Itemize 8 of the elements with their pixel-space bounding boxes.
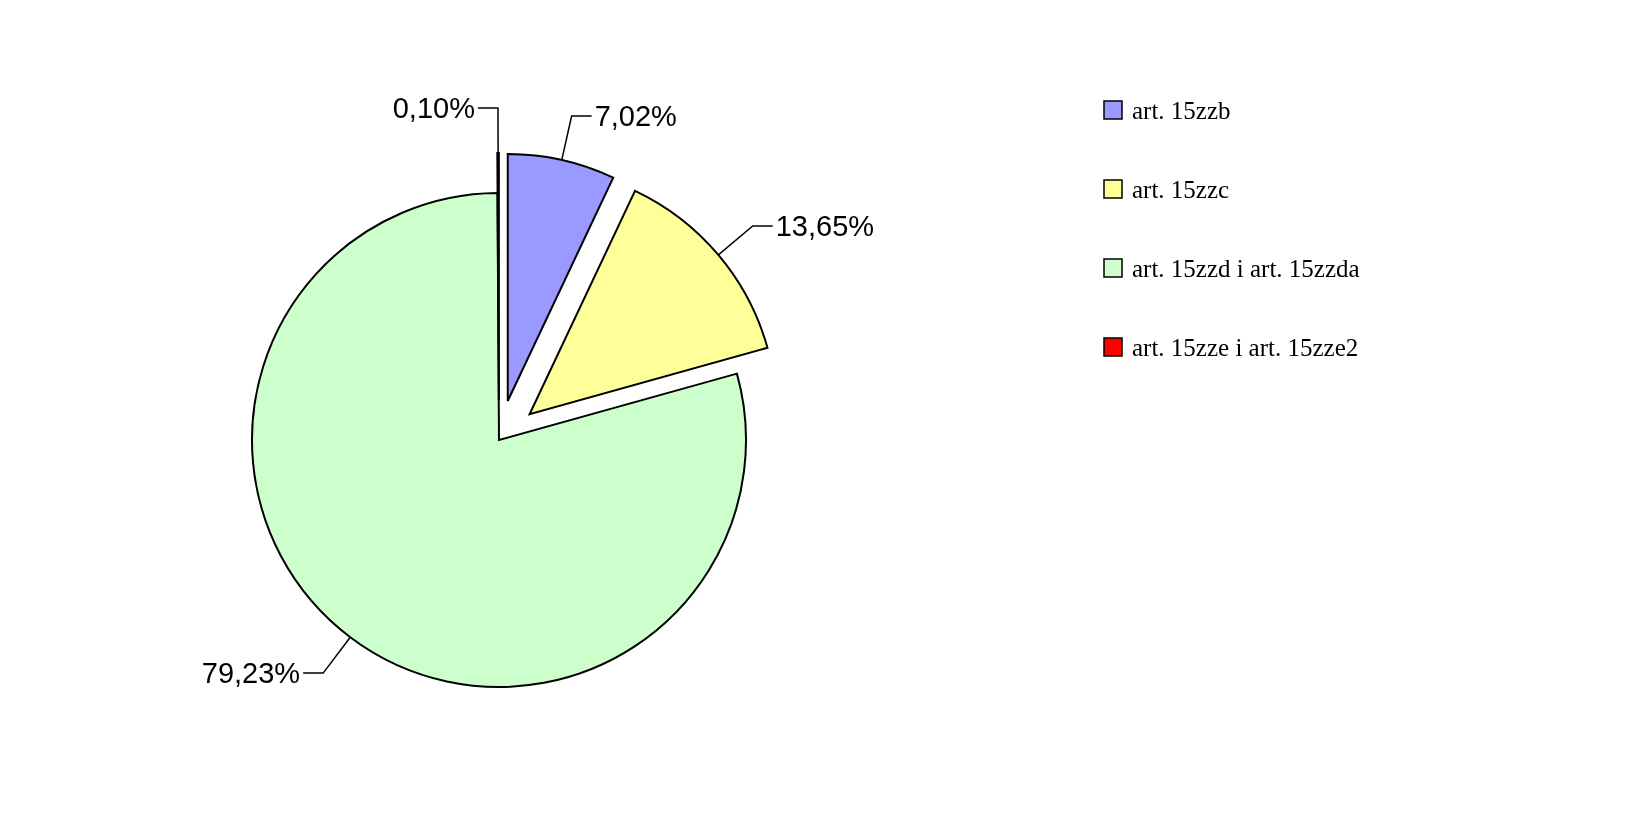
data-label: 0,10%: [392, 92, 475, 125]
legend-label: art. 15zzd i art. 15zzda: [1132, 254, 1360, 282]
legend-label: art. 15zzb: [1132, 96, 1231, 124]
legend-label: art. 15zze i art. 15zze2: [1132, 333, 1359, 361]
data-label: 13,65%: [775, 210, 875, 243]
legend-label: art. 15zzc: [1132, 175, 1230, 203]
data-label: 7,02%: [594, 100, 677, 133]
data-label: 79,23%: [201, 657, 301, 690]
